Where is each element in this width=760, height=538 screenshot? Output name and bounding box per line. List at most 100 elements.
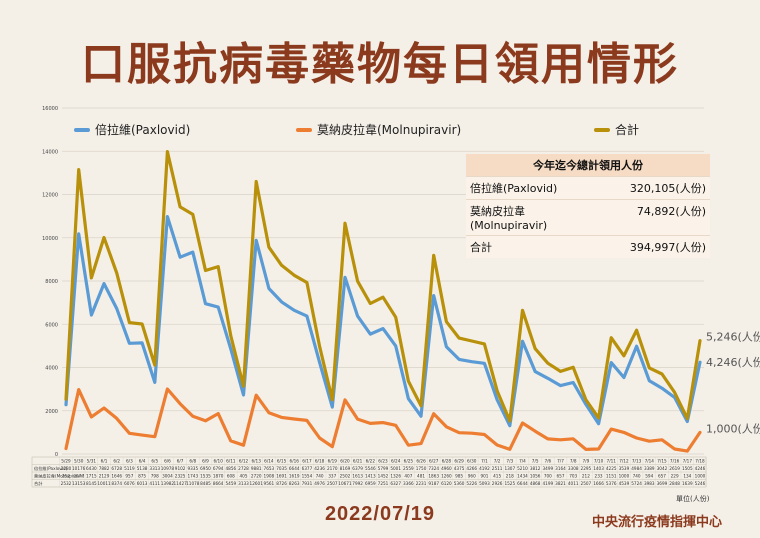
data-table-cell: 7882 [99, 466, 110, 471]
legend: 倍拉維(Paxlovid) 莫納皮拉韋(Molnupiravir) 合計 [0, 121, 760, 141]
data-table-cell: 8485 [200, 481, 211, 486]
summary-value: 74,892(人份) [636, 205, 706, 218]
data-point-total [521, 309, 524, 312]
data-point-total [166, 150, 169, 153]
data-table-cell: 798 [151, 474, 159, 479]
data-table-cell: 3389 [644, 466, 655, 471]
data-table-cell: 5459 [226, 481, 237, 486]
data-point-total [268, 246, 270, 249]
y-tick-label: 2000 [45, 409, 58, 415]
data-point-pax [420, 415, 422, 417]
data-table-cell: 1715 [86, 474, 97, 479]
data-point-mol [407, 444, 410, 446]
legend-label-pax: 倍拉維(Paxlovid) [95, 123, 191, 137]
data-point-pax [686, 420, 689, 423]
data-point-total [204, 269, 207, 272]
x-tick-label: 6/11 [226, 459, 236, 464]
data-table-cell: 8169 [340, 466, 351, 471]
data-point-mol [356, 418, 359, 420]
data-point-mol [597, 448, 600, 450]
data-point-pax [204, 302, 207, 305]
data-table-cell: 5799 [378, 466, 389, 471]
x-tick-label: 6/17 [302, 459, 312, 464]
data-point-pax [572, 381, 574, 384]
summary-value: 394,997(人份) [629, 241, 706, 254]
data-table-cell: 1056 [530, 474, 541, 479]
data-table-cell: 6950 [200, 466, 211, 471]
legend-swatch-mol [296, 127, 312, 132]
data-table-cell: 4375 [454, 466, 465, 471]
data-table-cell: 10671 [338, 481, 352, 486]
page-title: 口服抗病毒藥物每日領用情形 [81, 39, 679, 90]
data-table-cell: 1452 [378, 474, 389, 479]
data-point-pax [470, 360, 473, 363]
data-point-pax [635, 345, 638, 348]
data-table-cell: 9187 [428, 481, 439, 486]
data-table-cell: 1260 [441, 474, 452, 479]
data-point-total [280, 264, 283, 267]
data-table-cell: 657 [658, 474, 666, 479]
data-point-pax [141, 342, 143, 344]
x-tick-label: 6/24 [391, 459, 401, 464]
summary-row: 倍拉維(Paxlovid) 320,105(人份) [466, 176, 710, 199]
data-point-mol [268, 411, 270, 414]
data-point-pax [521, 340, 524, 343]
data-table-cell: 1434 [517, 474, 528, 479]
data-table-cell: 2619 [669, 466, 680, 471]
end-label-total: 5,246(人份) [706, 331, 760, 344]
data-table-cell: 6644 [517, 481, 528, 486]
data-point-mol [686, 450, 689, 452]
data-point-mol [648, 440, 651, 442]
x-tick-label: 6/14 [264, 459, 274, 464]
data-point-total [496, 389, 498, 392]
data-table-cell: 4976 [314, 481, 325, 486]
x-tick-label: 6/21 [353, 459, 363, 464]
data-point-total [686, 417, 689, 420]
data-point-pax [534, 370, 536, 373]
data-table-cell: 4246 [695, 466, 706, 471]
data-table-cell: 1646 [111, 474, 122, 479]
data-point-pax [166, 215, 169, 218]
x-tick-label: 6/26 [416, 459, 426, 464]
data-point-total [369, 302, 372, 305]
data-table-cell: 6076 [124, 481, 135, 486]
data-table-cell: 2507 [327, 481, 338, 486]
data-table-cell: 3821 [555, 481, 566, 486]
data-point-total [661, 373, 663, 375]
data-table-cell: 740 [316, 474, 324, 479]
x-tick-label: 7/10 [594, 459, 604, 464]
x-tick-label: 6/20 [340, 459, 350, 464]
data-point-mol [661, 438, 663, 441]
data-point-mol [483, 433, 486, 436]
data-table-cell: 2129 [99, 474, 110, 479]
data-table-cell: 1691 [276, 474, 287, 479]
data-point-mol [65, 447, 67, 450]
data-point-total [673, 391, 676, 394]
data-point-total [230, 335, 232, 337]
data-table-cell: 8263 [289, 481, 300, 486]
data-table-cell: 1413 [365, 474, 376, 479]
data-point-pax [382, 327, 384, 330]
data-table-cell: 960 [468, 474, 476, 479]
y-tick-label: 16000 [42, 106, 58, 112]
data-point-pax [192, 251, 194, 253]
data-table-cell: 5093 [479, 481, 490, 486]
data-table-cell: 1666 [593, 481, 604, 486]
data-table-cell: 13982 [161, 481, 175, 486]
data-point-total [648, 367, 651, 369]
x-tick-label: 5/30 [74, 459, 84, 464]
x-tick-label: 6/19 [328, 459, 338, 464]
data-point-mol [369, 422, 372, 425]
data-point-total [458, 337, 460, 339]
data-table-cell: 1326 [390, 474, 401, 479]
data-point-mol [115, 417, 118, 420]
summary-table: 今年迄今總計領用人份 倍拉維(Paxlovid) 320,105(人份) 莫納皮… [466, 154, 710, 258]
data-point-pax [280, 301, 283, 303]
x-tick-label: 6/29 [454, 459, 464, 464]
data-point-pax [496, 398, 498, 401]
data-table-cell: 10978 [161, 466, 175, 471]
legend-item-total: 合計 [594, 121, 639, 138]
data-table-cell: 1863 [428, 474, 439, 479]
data-table-cell: 5119 [124, 466, 135, 471]
x-tick-label: 7/12 [619, 459, 629, 464]
